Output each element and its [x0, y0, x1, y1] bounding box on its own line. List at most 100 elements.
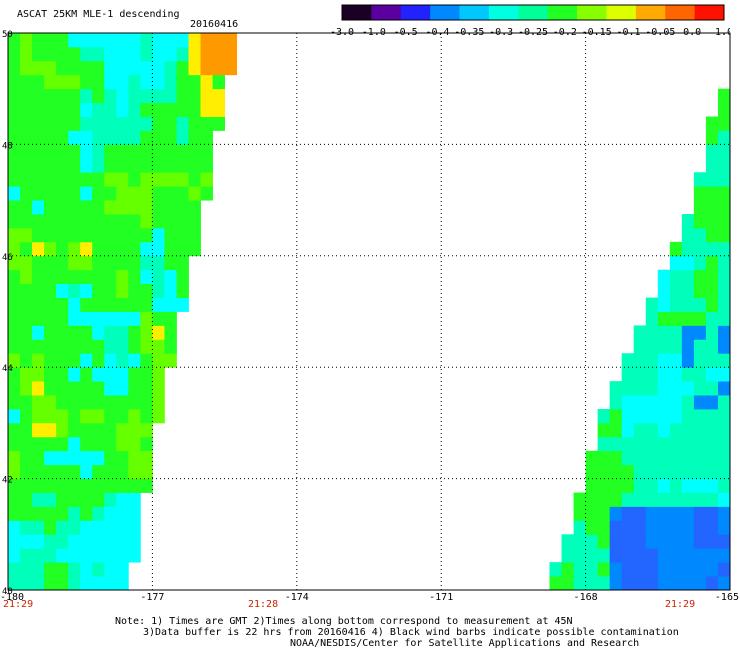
heatmap-cell [20, 492, 33, 507]
heatmap-cell [188, 116, 201, 131]
heatmap-cell [224, 60, 238, 76]
heatmap-cell [32, 534, 45, 549]
heatmap-cell [80, 186, 93, 201]
heatmap-cell [104, 172, 117, 187]
heatmap-cell [717, 283, 731, 298]
heatmap-cell [633, 367, 647, 382]
heatmap-cell [128, 450, 141, 466]
heatmap-cell [188, 144, 201, 159]
heatmap-cell [56, 422, 69, 438]
heatmap-cell [681, 395, 695, 410]
heatmap-cell [116, 297, 129, 312]
heatmap-cell [20, 506, 33, 521]
y-tick-label: 40 [2, 587, 13, 597]
heatmap-cell [705, 255, 719, 271]
heatmap-cell [104, 367, 117, 382]
heatmap-cell [56, 478, 69, 493]
heatmap-cell [585, 464, 599, 480]
heatmap-cell [164, 214, 177, 229]
heatmap-cell [20, 102, 33, 117]
heatmap-cell [56, 227, 69, 243]
heatmap-cell [164, 130, 177, 145]
heatmap-cell [717, 200, 731, 215]
heatmap-cell [645, 464, 659, 480]
heatmap-cell [140, 74, 153, 90]
heatmap-cell [152, 60, 165, 76]
heatmap-cell [140, 227, 153, 243]
heatmap-cell [717, 367, 731, 382]
heatmap-cell [32, 353, 45, 368]
heatmap-cell [8, 116, 21, 131]
heatmap-cell [621, 422, 635, 438]
heatmap-cell [200, 102, 213, 117]
heatmap-cell [200, 74, 213, 90]
heatmap-cell [609, 506, 623, 521]
heatmap-cell [152, 255, 165, 271]
heatmap-cell [693, 464, 707, 480]
heatmap-cell [176, 255, 189, 271]
heatmap-cell [104, 144, 117, 159]
heatmap-cell [68, 241, 81, 257]
heatmap-cell [104, 464, 117, 480]
heatmap-cell [681, 506, 695, 521]
heatmap-cell [20, 562, 33, 577]
heatmap-cell [32, 367, 45, 382]
heatmap-cell [705, 381, 719, 396]
color-scale-segment [459, 5, 490, 20]
heatmap-cell [20, 339, 33, 354]
heatmap-cell [717, 534, 731, 549]
product-date: 20160416 [190, 19, 239, 30]
heatmap-cell [657, 576, 671, 591]
heatmap-cell [128, 46, 141, 62]
heatmap-cell [645, 450, 659, 466]
heatmap-cell [681, 241, 695, 257]
heatmap-cell [140, 102, 153, 117]
heatmap-cell [705, 158, 719, 173]
heatmap-cell [681, 436, 695, 452]
heatmap-cell [657, 381, 671, 396]
heatmap-cell [20, 311, 33, 326]
heatmap-cell [80, 158, 93, 173]
heatmap-cell [20, 33, 33, 48]
heatmap-cell [717, 144, 731, 159]
heatmap-cell [176, 60, 189, 76]
heatmap-cell [717, 297, 731, 312]
heatmap-cell [32, 116, 45, 131]
heatmap-cell [44, 478, 57, 493]
heatmap-cell [116, 492, 129, 507]
heatmap-cell [68, 408, 81, 424]
heatmap-cell [681, 339, 695, 354]
heatmap-cell [657, 520, 671, 535]
x-tick-label: -171 [429, 592, 453, 603]
heatmap-cell [92, 74, 105, 90]
heatmap-cell [44, 172, 57, 187]
heatmap-cell [56, 367, 69, 382]
heatmap-cell [176, 33, 189, 48]
heatmap-cell [8, 200, 21, 215]
heatmap-cell [573, 576, 586, 591]
heatmap-cell [80, 548, 93, 563]
heatmap-cell [20, 74, 33, 90]
heatmap-cell [68, 576, 81, 591]
heatmap-cell [104, 269, 117, 285]
heatmap-cell [212, 88, 225, 104]
heatmap-cell [621, 520, 635, 535]
heatmap-cell [200, 158, 213, 173]
heatmap-cell [68, 311, 81, 326]
heatmap-cell [597, 464, 611, 480]
heatmap-cell [188, 46, 201, 62]
heatmap-cell [140, 325, 153, 340]
heatmap-cell [80, 311, 93, 326]
heatmap-cell [8, 422, 21, 438]
heatmap-cell [104, 506, 117, 521]
heatmap-cell [20, 534, 33, 549]
heatmap-cell [44, 311, 57, 326]
heatmap-cell [80, 241, 93, 257]
heatmap-cell [140, 158, 153, 173]
heatmap-cell [92, 395, 105, 410]
heatmap-cell [92, 241, 105, 257]
heatmap-cell [8, 520, 21, 535]
heatmap-cell [56, 408, 69, 424]
heatmap-cell [92, 381, 105, 396]
heatmap-cell [152, 269, 165, 285]
